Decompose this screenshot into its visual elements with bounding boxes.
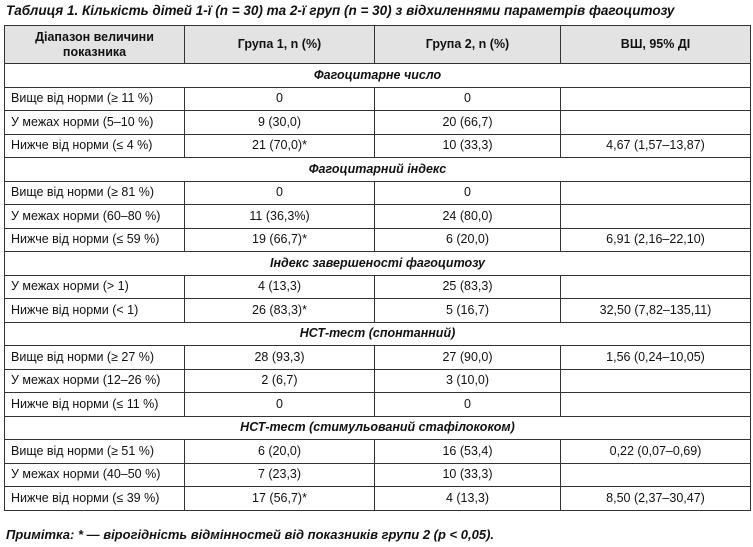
group2-value: 5 (16,7) xyxy=(374,298,561,323)
row-label: У межах норми (5–10 %) xyxy=(4,110,185,135)
group1-value: 17 (56,7)* xyxy=(184,486,375,511)
header-range-line1: Діапазон величини xyxy=(35,29,154,44)
table-row: У межах норми (40–50 %) 7 (23,3) 10 (33,3) xyxy=(4,462,751,487)
group2-value: 4 (13,3) xyxy=(374,486,561,511)
table-row: У межах норми (> 1) 4 (13,3) 25 (83,3) xyxy=(4,274,751,299)
section-row: Індекс завершеності фагоцитозу xyxy=(4,251,751,276)
or-value: 4,67 (1,57–13,87) xyxy=(560,133,751,158)
or-value: 0,22 (0,07–0,69) xyxy=(560,439,751,464)
group2-value: 0 xyxy=(374,86,561,111)
table-row: Нижче від норми (< 1) 26 (83,3)* 5 (16,7) 3… xyxy=(4,298,751,323)
group2-value: 10 (33,3) xyxy=(374,133,561,158)
table-row: Нижче від норми (≤ 11 %) 0 0 xyxy=(4,392,751,417)
group2-value: 10 (33,3) xyxy=(374,462,561,487)
group1-value: 7 (23,3) xyxy=(184,462,375,487)
table-caption: Таблиця 1. Кількість дітей 1-ї (n = 30) … xyxy=(6,3,675,18)
or-value: 6,91 (2,16–22,10) xyxy=(560,227,751,252)
header-range-line2: показника xyxy=(62,44,127,59)
section-title: Фагоцитарне число xyxy=(4,63,751,88)
or-value: 1,56 (0,24–10,05) xyxy=(560,345,751,370)
or-value xyxy=(560,204,751,229)
row-label: Вище від норми (≥ 27 %) xyxy=(4,345,185,370)
group1-value: 11 (36,3%) xyxy=(184,204,375,229)
row-label: Нижче від норми (≤ 39 %) xyxy=(4,486,185,511)
or-value xyxy=(560,392,751,417)
section-title: НСТ-тест (спонтанний) xyxy=(4,321,751,346)
group1-value: 19 (66,7)* xyxy=(184,227,375,252)
group2-value: 24 (80,0) xyxy=(374,204,561,229)
row-label: Нижче від норми (≤ 11 %) xyxy=(4,392,185,417)
or-value: 32,50 (7,82–135,11) xyxy=(560,298,751,323)
group1-value: 0 xyxy=(184,180,375,205)
section-title: Фагоцитарний індекс xyxy=(4,157,751,182)
or-value xyxy=(560,86,751,111)
footnote: Примітка: * — вірогідність відмінностей … xyxy=(6,527,495,542)
header-range: Діапазон величини показника xyxy=(4,25,185,64)
table-container: Діапазон величини показника Група 1, n (… xyxy=(4,25,751,511)
group1-value: 26 (83,3)* xyxy=(184,298,375,323)
or-value: 8,50 (2,37–30,47) xyxy=(560,486,751,511)
section-row: Фагоцитарне число xyxy=(4,63,751,88)
row-label: Нижче від норми (≤ 59 %) xyxy=(4,227,185,252)
row-label: Вище від норми (≥ 11 %) xyxy=(4,86,185,111)
group2-value: 25 (83,3) xyxy=(374,274,561,299)
row-label: Вище від норми (≥ 51 %) xyxy=(4,439,185,464)
table-row: У межах норми (60–80 %) 11 (36,3%) 24 (80,… xyxy=(4,204,751,229)
header-group1: Група 1, n (%) xyxy=(184,25,375,64)
header-group2: Група 2, n (%) xyxy=(374,25,561,64)
table-row: У межах норми (5–10 %) 9 (30,0) 20 (66,7) xyxy=(4,110,751,135)
group2-value: 0 xyxy=(374,392,561,417)
row-label: Нижче від норми (< 1) xyxy=(4,298,185,323)
or-value xyxy=(560,274,751,299)
or-value xyxy=(560,368,751,393)
section-title: Індекс завершеності фагоцитозу xyxy=(4,251,751,276)
or-value xyxy=(560,180,751,205)
header-or: ВШ, 95% ДІ xyxy=(560,25,751,64)
table-row: Вище від норми (≥ 11 %) 0 0 xyxy=(4,86,751,111)
section-row: Фагоцитарний індекс xyxy=(4,157,751,182)
group2-value: 27 (90,0) xyxy=(374,345,561,370)
table-body: Фагоцитарне число Вище від норми (≥ 11 %)… xyxy=(4,63,751,511)
row-label: У межах норми (60–80 %) xyxy=(4,204,185,229)
group1-value: 0 xyxy=(184,392,375,417)
group1-value: 21 (70,0)* xyxy=(184,133,375,158)
row-label: Нижче від норми (≤ 4 %) xyxy=(4,133,185,158)
section-title: НСТ-тест (стимульований стафілококом) xyxy=(4,415,751,440)
group1-value: 2 (6,7) xyxy=(184,368,375,393)
table-row: Нижче від норми (≤ 4 %) 21 (70,0)* 10 (33,… xyxy=(4,133,751,158)
header-row: Діапазон величини показника Група 1, n (… xyxy=(4,25,751,64)
table-row: Нижче від норми (≤ 39 %) 17 (56,7)* 4 (13,… xyxy=(4,486,751,511)
row-label: У межах норми (12–26 %) xyxy=(4,368,185,393)
row-label: Вище від норми (≥ 81 %) xyxy=(4,180,185,205)
group1-value: 0 xyxy=(184,86,375,111)
table-row: Вище від норми (≥ 81 %) 0 0 xyxy=(4,180,751,205)
group2-value: 16 (53,4) xyxy=(374,439,561,464)
data-table: Діапазон величини показника Група 1, n (… xyxy=(4,25,751,511)
group1-value: 6 (20,0) xyxy=(184,439,375,464)
group1-value: 4 (13,3) xyxy=(184,274,375,299)
table-row: Нижче від норми (≤ 59 %) 19 (66,7)* 6 (20,… xyxy=(4,227,751,252)
or-value xyxy=(560,110,751,135)
group1-value: 28 (93,3) xyxy=(184,345,375,370)
group2-value: 0 xyxy=(374,180,561,205)
group2-value: 3 (10,0) xyxy=(374,368,561,393)
row-label: У межах норми (> 1) xyxy=(4,274,185,299)
row-label: У межах норми (40–50 %) xyxy=(4,462,185,487)
or-value xyxy=(560,462,751,487)
table-row: Вище від норми (≥ 27 %) 28 (93,3) 27 (90,0… xyxy=(4,345,751,370)
table-row: У межах норми (12–26 %) 2 (6,7) 3 (10,0) xyxy=(4,368,751,393)
table-row: Вище від норми (≥ 51 %) 6 (20,0) 16 (53,4)… xyxy=(4,439,751,464)
group2-value: 6 (20,0) xyxy=(374,227,561,252)
section-row: НСТ-тест (спонтанний) xyxy=(4,321,751,346)
group1-value: 9 (30,0) xyxy=(184,110,375,135)
group2-value: 20 (66,7) xyxy=(374,110,561,135)
section-row: НСТ-тест (стимульований стафілококом) xyxy=(4,415,751,440)
